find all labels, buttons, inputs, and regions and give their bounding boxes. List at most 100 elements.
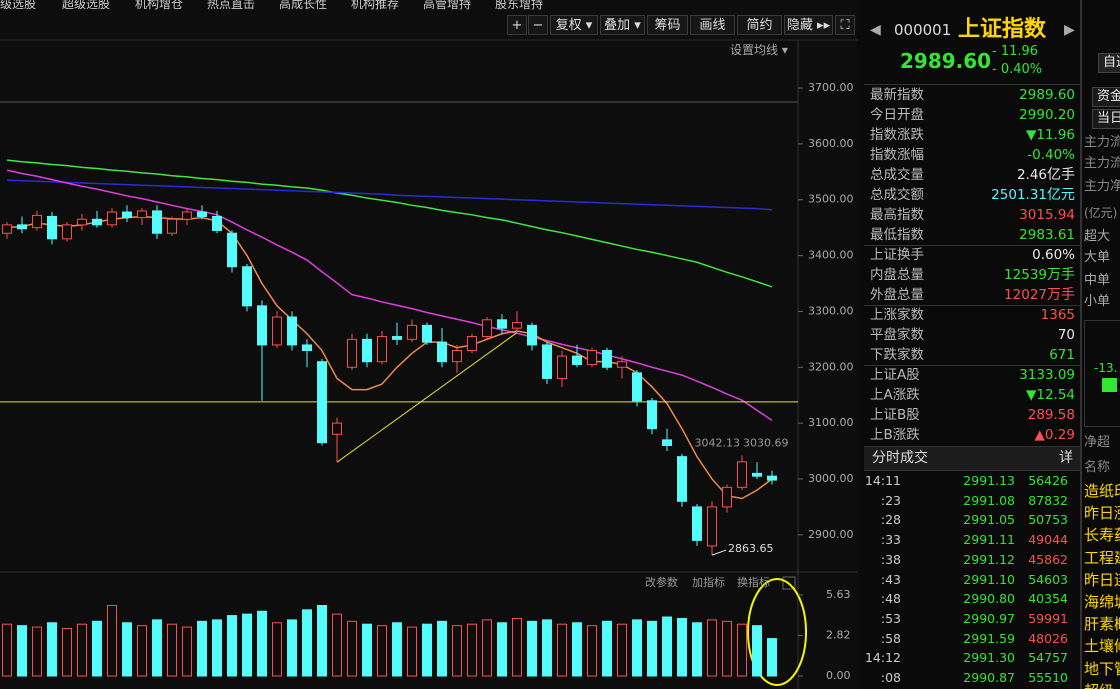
net-label: 净超 <box>1084 435 1111 450</box>
list-item[interactable]: 地下管 <box>1084 659 1120 678</box>
y-tick-label: 3600.00 <box>808 137 854 150</box>
quote-number: 70 <box>1057 327 1075 343</box>
list-item[interactable]: 工程建 <box>1084 548 1120 567</box>
price-change-pct: - 0.40% <box>992 62 1043 77</box>
list-item[interactable]: 海绵城 <box>1084 593 1120 611</box>
volume-bar <box>2 623 12 677</box>
toolbar-button[interactable]: + <box>507 15 527 35</box>
menu-item[interactable]: 高管增持 <box>423 0 472 11</box>
quote-number: 289.58 <box>1027 407 1075 423</box>
toolbar-button[interactable]: 隐藏 ▸▸ <box>784 15 833 35</box>
quote-number: ▼11.96 <box>1025 127 1075 143</box>
tick-volume: 54603 <box>1028 571 1068 587</box>
candle-body <box>647 400 657 430</box>
tick-volume: 45862 <box>1028 551 1068 567</box>
volume-bar <box>662 616 672 677</box>
quote-number: 12539 <box>1004 267 1047 283</box>
candle-body <box>347 338 357 368</box>
tick-time: :58 <box>880 630 901 646</box>
menu-item[interactable]: 级选股 <box>0 0 37 11</box>
flow-label: 主力流 <box>1084 156 1120 171</box>
quote-number: 3133.09 <box>1019 367 1075 383</box>
quote-value: 12539万手 <box>1004 266 1075 284</box>
candle-body <box>17 224 27 230</box>
quote-value: 2989.60 <box>1019 86 1075 104</box>
candle-body <box>572 355 582 365</box>
quote-value: 3133.09 <box>1019 366 1075 384</box>
toolbar-button[interactable]: 画线 <box>690 15 735 35</box>
candle-body <box>692 506 702 541</box>
list-item[interactable]: 昨日连 <box>1084 570 1120 589</box>
annotation-pointer <box>711 549 727 556</box>
quote-label: 指数涨跌 <box>870 127 924 143</box>
list-item[interactable]: 超级 <box>1084 682 1114 689</box>
side-tab[interactable]: 当日 <box>1092 109 1120 129</box>
menu-item[interactable]: 热点直击 <box>207 0 256 11</box>
volume-bar <box>47 622 57 677</box>
size-label: 小单 <box>1084 294 1111 309</box>
volume-bar <box>707 619 717 677</box>
list-item[interactable]: 土壤修 <box>1084 637 1120 656</box>
toolbar-button[interactable]: − <box>528 15 548 35</box>
volume-bar <box>77 623 87 677</box>
nav-prev: ◀ <box>870 22 881 38</box>
candle-body <box>737 461 747 488</box>
tick-time: :08 <box>880 670 901 685</box>
candle-body <box>542 344 552 379</box>
list-item[interactable]: 昨日涨 <box>1084 504 1120 523</box>
candle-body <box>392 336 402 340</box>
side-tab[interactable]: 资金 <box>1092 87 1120 107</box>
volume-bar <box>377 625 387 677</box>
ma-menu[interactable]: 设置均线 ▾ <box>730 43 788 57</box>
menu-item[interactable]: 高成长性 <box>279 0 328 11</box>
size-label: 中单 <box>1084 273 1111 288</box>
quote-label: 总成交量 <box>870 167 924 183</box>
menu-item[interactable]: 机构推荐 <box>351 0 400 11</box>
candle-body <box>242 266 252 307</box>
ma-line <box>6 215 773 500</box>
side-tab[interactable]: 自选 <box>1098 53 1120 73</box>
candle-body <box>77 218 87 226</box>
list-item[interactable]: 肝素概 <box>1084 615 1120 634</box>
separator <box>864 470 1080 471</box>
quote-value: ▲0.29 <box>1035 426 1075 444</box>
candle-body <box>557 355 567 379</box>
candle-body <box>362 338 372 363</box>
quote-unit: 万手 <box>1047 267 1075 283</box>
candle-body <box>287 316 297 346</box>
volume-bar <box>62 628 72 677</box>
candle-body <box>407 324 417 340</box>
candle-body <box>2 224 12 234</box>
list-item[interactable]: 造纸印 <box>1084 482 1120 500</box>
fullscreen-button[interactable]: ⛶ <box>835 15 855 35</box>
volume-bar <box>212 619 222 677</box>
toolbar-button[interactable]: 叠加 ▾ <box>600 15 645 35</box>
toolbar-button[interactable]: 复权 ▾ <box>550 15 598 35</box>
tick-volume: 55510 <box>1028 670 1068 685</box>
candle-body <box>512 322 522 329</box>
candle-body <box>302 344 312 352</box>
menu-item[interactable]: 超级选股 <box>62 0 111 11</box>
net-value: -13. <box>1094 361 1118 375</box>
volume-bar <box>767 638 777 677</box>
candle-body <box>227 232 237 268</box>
candle-body <box>422 324 432 343</box>
y-tick-label: 3400.00 <box>808 249 854 262</box>
toolbar-button[interactable]: 筹码 <box>647 15 688 35</box>
volume-bar <box>317 605 327 677</box>
quote-label: 上B涨跌 <box>870 427 920 443</box>
volume-bar <box>182 626 192 677</box>
menu-item[interactable]: 股东增持 <box>495 0 544 11</box>
candle-body <box>527 324 537 346</box>
menu-item[interactable]: 机构增仓 <box>135 0 184 11</box>
quote-value: 2983.61 <box>1019 226 1075 244</box>
quote-label: 指数涨幅 <box>870 147 924 163</box>
ticks-detail[interactable]: 详 <box>1059 450 1073 466</box>
volume-bar <box>587 625 597 677</box>
toolbar-button[interactable]: 简约 <box>737 15 782 35</box>
ticks-header-bg <box>864 447 1080 470</box>
ma-line <box>6 169 773 421</box>
quote-unit: 万手 <box>1047 287 1075 303</box>
list-item[interactable]: 长寿药 <box>1084 526 1120 545</box>
volume-bar <box>107 605 117 677</box>
